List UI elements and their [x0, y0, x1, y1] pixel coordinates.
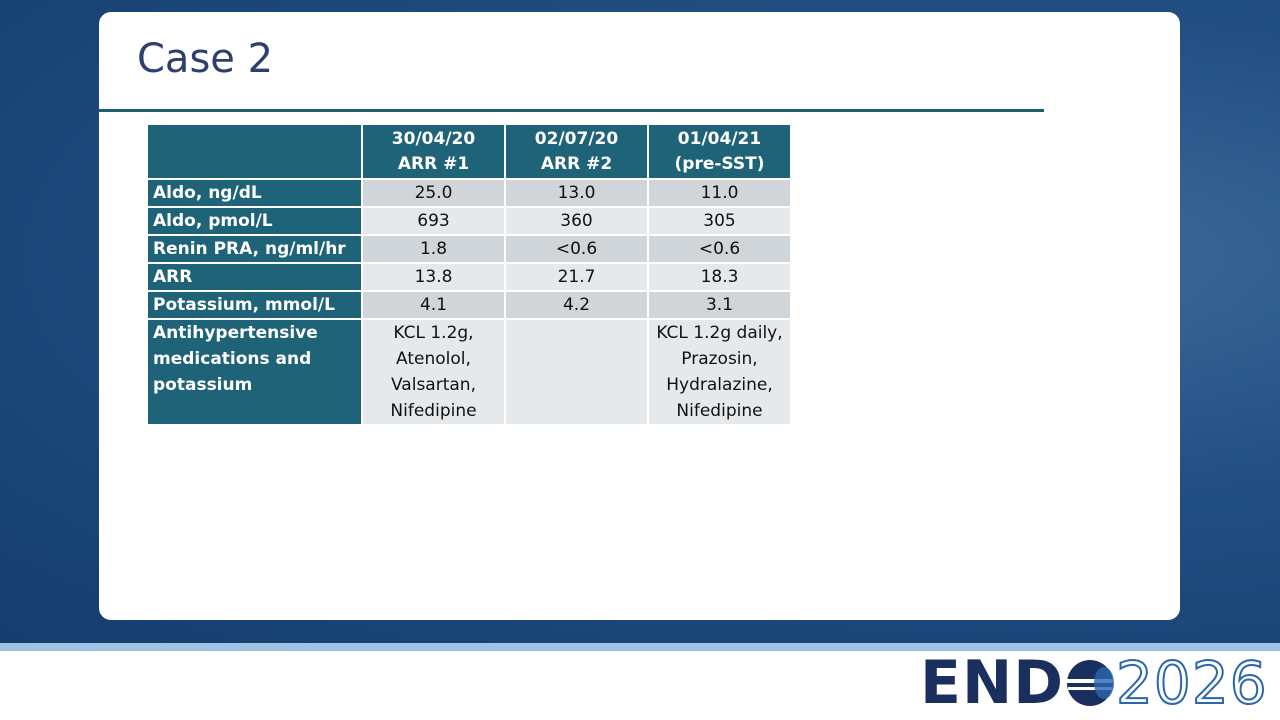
cell: 25.0: [363, 180, 504, 206]
row-label: Aldo, pmol/L: [148, 208, 361, 234]
cell: [506, 320, 647, 424]
cell-line: <0.6: [555, 239, 598, 259]
cell: KCL 1.2g, Atenolol, Valsartan, Nifedipine: [363, 320, 504, 424]
cell-line: Antihypertensive: [153, 323, 318, 343]
cell-line: Valsartan,: [391, 375, 476, 395]
cell-line: 693: [417, 211, 450, 231]
column-header: 30/04/20 ARR #1: [363, 125, 504, 178]
logo-globe: [1066, 660, 1115, 706]
cell: 4.2: [506, 292, 647, 318]
row-label: ARR: [148, 264, 361, 290]
cell-line: <0.6: [698, 239, 741, 259]
cell: KCL 1.2g daily, Prazosin, Hydralazine, Nife…: [649, 320, 790, 424]
cell: 4.1: [363, 292, 504, 318]
cell-line: 18.3: [700, 267, 739, 287]
cell-line: ARR #1: [397, 153, 470, 174]
cell-line: Aldo, pmol/L: [153, 211, 273, 231]
cell-line: 25.0: [414, 183, 453, 203]
cell: 13.8: [363, 264, 504, 290]
logo-word: END: [920, 648, 1065, 718]
cell-line: 4.1: [419, 295, 448, 315]
cell: 1.8: [363, 236, 504, 262]
cell-line: 360: [560, 211, 593, 231]
row-label: Potassium, mmol/L: [148, 292, 361, 318]
cell: 3.1: [649, 292, 790, 318]
cell-line: 11.0: [700, 183, 739, 203]
cell: 11.0: [649, 180, 790, 206]
cell-line: 4.2: [562, 295, 591, 315]
title-rule: [99, 109, 1044, 112]
cell: 693: [363, 208, 504, 234]
cell: 21.7: [506, 264, 647, 290]
cell-line: ARR #2: [540, 153, 613, 174]
row-label: Antihypertensive medications and potassium: [148, 320, 361, 424]
cell-line: medications and: [153, 349, 312, 369]
cell-line: Hydralazine,: [666, 375, 773, 395]
cell: 360: [506, 208, 647, 234]
cell-line: 21.7: [557, 267, 596, 287]
cell: 305: [649, 208, 790, 234]
cell-line: ARR: [153, 267, 193, 287]
cell-line: 30/04/20: [391, 128, 476, 149]
cell: 18.3: [649, 264, 790, 290]
cell-line: 1.8: [419, 239, 448, 259]
cell-line: 3.1: [705, 295, 734, 315]
logo-year: 2026: [1115, 648, 1268, 718]
cell-line: Aldo, ng/dL: [153, 183, 262, 203]
cell: <0.6: [506, 236, 647, 262]
cell-line: 01/04/21: [677, 128, 762, 149]
cell-line: Nifedipine: [390, 401, 477, 421]
column-header: 02/07/20 ARR #2: [506, 125, 647, 178]
cell-line: KCL 1.2g,: [393, 323, 474, 343]
cell-line: (pre-SST): [674, 153, 765, 174]
table: 30/04/20 ARR #1 02/07/20 ARR #2 01/04/21 (pre…: [148, 125, 790, 424]
cell-line: KCL 1.2g daily,: [656, 323, 783, 343]
header-corner: [148, 125, 361, 178]
slide-title: Case 2: [137, 36, 274, 82]
cell-line: Prazosin,: [681, 349, 758, 369]
cell-line: Potassium, mmol/L: [153, 295, 335, 315]
row-label: Renin PRA, ng/ml/hr: [148, 236, 361, 262]
stripe: [0, 643, 1280, 651]
row-label: Aldo, ng/dL: [148, 180, 361, 206]
logo: END 2026: [920, 648, 1268, 718]
cell-line: potassium: [153, 375, 253, 395]
cell: <0.6: [649, 236, 790, 262]
cell-line: 13.8: [414, 267, 453, 287]
cell-line: Renin PRA, ng/ml/hr: [153, 239, 346, 259]
cell-line: 02/07/20: [534, 128, 619, 149]
cell: 13.0: [506, 180, 647, 206]
cell-line: 13.0: [557, 183, 596, 203]
cell-line: Atenolol,: [396, 349, 471, 369]
column-header: 01/04/21 (pre-SST): [649, 125, 790, 178]
cell-line: Nifedipine: [676, 401, 763, 421]
cell-line: 305: [703, 211, 736, 231]
